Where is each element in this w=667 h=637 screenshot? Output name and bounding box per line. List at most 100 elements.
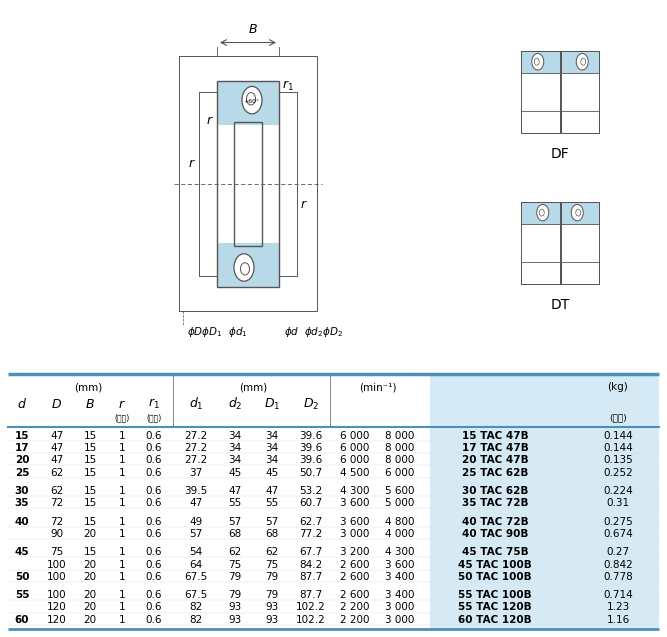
Text: 87.7: 87.7 [299,572,323,582]
Text: 62: 62 [265,547,279,557]
Text: 20: 20 [83,590,97,600]
Text: 0.224: 0.224 [603,486,633,496]
Text: 8 000: 8 000 [386,431,415,441]
Text: (mm): (mm) [74,382,102,392]
Text: 1: 1 [119,468,125,478]
Polygon shape [560,111,599,133]
Text: 77.2: 77.2 [299,529,323,539]
Text: 47: 47 [51,443,63,453]
Text: 1: 1 [119,498,125,508]
Text: $d_1$: $d_1$ [189,396,203,412]
Text: 68: 68 [265,529,279,539]
Text: 34: 34 [265,443,279,453]
Text: 47: 47 [265,486,279,496]
Text: 102.2: 102.2 [296,615,326,625]
Text: 37: 37 [189,468,203,478]
Text: 1: 1 [119,590,125,600]
Text: 17 TAC 47B: 17 TAC 47B [462,443,528,453]
Text: 6 000: 6 000 [386,468,415,478]
Text: 3 000: 3 000 [340,529,370,539]
Text: 0.144: 0.144 [603,431,633,441]
Text: 34: 34 [265,455,279,465]
Text: 72: 72 [51,517,63,527]
Circle shape [234,254,254,281]
Text: 4 500: 4 500 [340,468,370,478]
Text: $d_2$: $d_2$ [227,396,242,412]
Polygon shape [521,51,560,73]
Text: 55: 55 [265,498,279,508]
Text: $B$: $B$ [85,398,95,411]
Text: 15: 15 [83,547,97,557]
Text: 60: 60 [15,615,29,625]
Text: 39.6: 39.6 [299,455,323,465]
Text: 82: 82 [189,615,203,625]
Text: $D$: $D$ [51,398,63,411]
Text: 0.6: 0.6 [146,590,162,600]
Text: 79: 79 [228,572,241,582]
Text: 72: 72 [51,498,63,508]
Text: 84.2: 84.2 [299,559,323,569]
Text: 15: 15 [83,486,97,496]
Text: 55 TAC 120B: 55 TAC 120B [458,603,532,613]
Text: 0.6: 0.6 [146,547,162,557]
Text: 1.23: 1.23 [606,603,630,613]
Text: 35: 35 [15,498,29,508]
Text: 2 200: 2 200 [340,615,370,625]
Text: 0.6: 0.6 [146,529,162,539]
Text: 8 000: 8 000 [386,443,415,453]
Text: 62.7: 62.7 [299,517,323,527]
Text: $\phi D\phi D_1$  $\phi d_1$: $\phi D\phi D_1$ $\phi d_1$ [187,325,247,339]
Text: 102.2: 102.2 [296,603,326,613]
Text: 93: 93 [265,603,279,613]
Text: 45: 45 [265,468,279,478]
Polygon shape [217,81,279,125]
Text: 87.7: 87.7 [299,590,323,600]
Text: 20: 20 [83,572,97,582]
Text: 1: 1 [119,559,125,569]
Text: 8 000: 8 000 [386,455,415,465]
Text: 1: 1 [119,603,125,613]
Text: 20: 20 [83,603,97,613]
Polygon shape [560,202,599,224]
Text: 1.16: 1.16 [606,615,630,625]
Text: 62: 62 [51,486,63,496]
Text: 2 600: 2 600 [340,590,370,600]
Polygon shape [521,262,560,284]
Text: 39.5: 39.5 [184,486,207,496]
Text: 3 400: 3 400 [386,572,415,582]
Text: $r$: $r$ [206,114,214,127]
Text: 45: 45 [228,468,241,478]
Text: $r$: $r$ [188,157,196,169]
Text: 79: 79 [228,590,241,600]
Text: (最小): (最小) [114,413,129,422]
Text: 53.2: 53.2 [299,486,323,496]
Text: 57: 57 [189,529,203,539]
Text: 3 000: 3 000 [386,615,415,625]
Text: 67.5: 67.5 [184,590,207,600]
Text: $r$: $r$ [300,198,307,211]
Text: 39.6: 39.6 [299,431,323,441]
Text: $B$: $B$ [248,23,258,36]
Text: 120: 120 [47,615,67,625]
Text: (mm): (mm) [239,382,267,392]
Text: +60°: +60° [243,99,259,104]
Text: 1: 1 [119,431,125,441]
Text: 64: 64 [189,559,203,569]
Text: 62: 62 [51,468,63,478]
Text: 4 300: 4 300 [386,547,415,557]
Text: 15: 15 [83,498,97,508]
Text: 45: 45 [15,547,29,557]
Text: 27.2: 27.2 [184,443,207,453]
Circle shape [532,54,544,70]
Text: 0.275: 0.275 [603,517,633,527]
Text: 0.6: 0.6 [146,498,162,508]
Text: 5 600: 5 600 [386,486,415,496]
Text: 39.6: 39.6 [299,443,323,453]
Text: 1: 1 [119,547,125,557]
Text: 34: 34 [265,431,279,441]
Text: 35 TAC 72B: 35 TAC 72B [462,498,528,508]
Text: 75: 75 [228,559,241,569]
Circle shape [537,204,549,221]
Text: 3 600: 3 600 [386,559,415,569]
Text: 20: 20 [83,615,97,625]
